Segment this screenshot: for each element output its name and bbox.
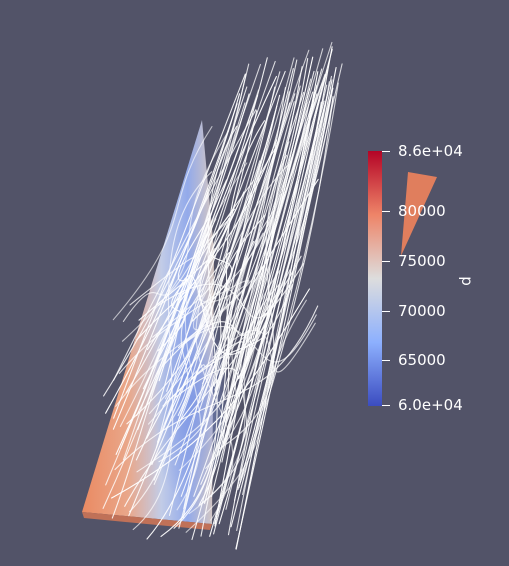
streamline: [118, 212, 275, 374]
streamline: [201, 178, 319, 400]
streamline: [231, 69, 328, 416]
colorbar-tick-label: 65000: [398, 351, 446, 369]
streamline: [112, 126, 213, 321]
streamline: [146, 139, 278, 351]
streamline: [198, 282, 281, 507]
streamline: [195, 285, 234, 521]
colorbar-tick: [382, 211, 390, 212]
streamline: [132, 171, 213, 531]
colorbar-min-label: 6.0e+04: [398, 396, 463, 414]
colorbar-tick: [382, 360, 390, 361]
streamline: [124, 255, 302, 507]
streamline: [147, 331, 251, 425]
colorbar-max-label: 8.6e+04: [398, 142, 463, 160]
streamline: [113, 109, 257, 381]
streamline: [177, 68, 294, 417]
streamline: [121, 130, 230, 342]
streamline: [129, 220, 228, 306]
streamline: [212, 322, 316, 373]
streamline: [111, 288, 310, 499]
streamline: [166, 70, 286, 392]
streamline: [204, 56, 314, 504]
colorbar-tick-label: 80000: [398, 202, 446, 220]
colorbar-tick: [382, 311, 390, 312]
colorbar-title: p: [457, 276, 476, 286]
streamline: [164, 247, 216, 430]
orientation-glyph[interactable]: [401, 172, 437, 256]
streamline: [174, 312, 267, 399]
streamline: [235, 87, 334, 550]
streamline: [213, 49, 310, 387]
streamline: [105, 93, 241, 414]
streamline: [125, 180, 255, 394]
streamline: [152, 160, 261, 338]
color-legend-bar: [368, 151, 382, 406]
streamline: [138, 213, 213, 321]
colorbar-tick: [382, 261, 390, 262]
streamline: [136, 269, 291, 473]
streamline: [219, 154, 288, 449]
streamline: [205, 141, 290, 469]
streamline: [157, 263, 305, 319]
colorbar-tick: [382, 405, 390, 406]
streamline: [206, 91, 314, 422]
streamline: [114, 305, 319, 471]
streamline: [171, 275, 267, 355]
streamline: [115, 259, 270, 407]
streamline: [178, 193, 282, 471]
streamline: [151, 86, 276, 466]
streamline: [192, 278, 244, 331]
streamline: [185, 299, 307, 533]
streamline: [128, 165, 289, 513]
streamline: [179, 214, 266, 422]
streamline: [126, 147, 277, 425]
streamline: [180, 87, 286, 497]
colorbar-tick-label: 75000: [398, 252, 446, 270]
streamline: [223, 48, 324, 400]
streamline: [158, 209, 275, 463]
streamline: [200, 91, 316, 485]
streamline: [191, 66, 303, 541]
streamline: [153, 237, 244, 485]
streamline: [239, 82, 339, 481]
streamline: [235, 46, 333, 550]
streamlines: [102, 41, 343, 550]
streamline: [210, 82, 324, 392]
streamline: [122, 232, 208, 322]
streamline: [198, 120, 266, 506]
colorbar-tick-label: 70000: [398, 302, 446, 320]
streamline: [217, 257, 250, 457]
streamline: [111, 251, 230, 519]
streamline: [113, 73, 246, 419]
streamline: [119, 89, 260, 427]
colorbar-tick: [382, 151, 390, 152]
